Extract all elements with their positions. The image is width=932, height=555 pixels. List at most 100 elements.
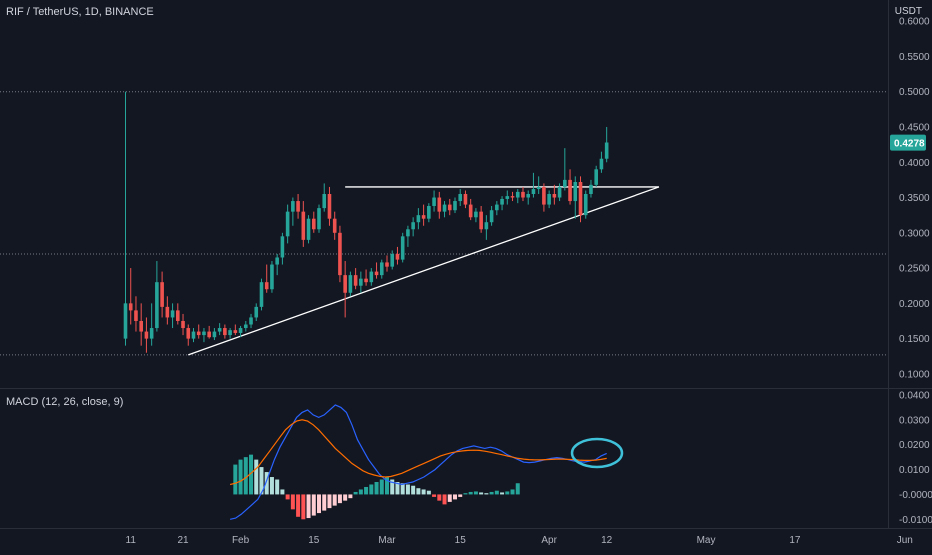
candle-body [322, 194, 327, 209]
candle-body [411, 222, 415, 230]
macd-histogram-bar [489, 491, 494, 495]
price-tick-label: 0.1500 [899, 334, 930, 345]
candle-body [604, 142, 609, 159]
price-tick-label: 0.4000 [899, 158, 930, 169]
candle-body [500, 198, 504, 205]
macd-histogram-bar [437, 494, 442, 501]
candle-body [589, 184, 593, 194]
time-tick-label: Feb [232, 535, 250, 546]
macd-tick-label: 0.0300 [899, 415, 930, 426]
candle-body [578, 182, 583, 216]
macd-tick-label: 0.0400 [899, 390, 930, 401]
candle-body [531, 189, 536, 194]
candle-body [547, 194, 551, 205]
candle-body [170, 310, 175, 318]
candle-body [437, 197, 442, 212]
symbol-title[interactable]: RIF / TetherUS, 1D, BINANCE [6, 6, 154, 18]
price-tick-label: 0.3500 [899, 193, 930, 204]
macd-histogram-bar [296, 494, 301, 517]
candle-body [207, 331, 211, 338]
macd-histogram-bar [249, 454, 254, 495]
macd-histogram-bar [243, 457, 248, 495]
macd-histogram-bar [280, 489, 285, 495]
candle-body [191, 331, 196, 339]
macd-histogram-bar [405, 484, 410, 495]
candle-body [573, 182, 578, 202]
macd-histogram-bar [374, 482, 379, 495]
candle-body [196, 331, 201, 336]
macd-histogram-bar [275, 479, 280, 495]
candle-body [353, 275, 358, 286]
time-tick-label: 11 [126, 535, 137, 546]
macd-histogram-bar [432, 494, 437, 497]
candle-body [557, 186, 562, 198]
macd-histogram-bar [358, 489, 363, 495]
macd-histogram-bar [364, 486, 369, 495]
macd-histogram-bar [337, 494, 342, 504]
last-price-tag [890, 134, 926, 151]
macd-histogram-bar [505, 491, 510, 495]
price-tick-label: 0.5000 [899, 87, 930, 98]
macd-indicator-title[interactable]: MACD (12, 26, close, 9) [6, 396, 124, 408]
highlight-circle[interactable] [570, 437, 624, 469]
candle-body [306, 218, 311, 240]
time-tick-label: Mar [378, 535, 396, 546]
candle-body [463, 194, 468, 205]
candle-body [202, 331, 206, 336]
macd-tick-label: -0.0100 [899, 515, 932, 526]
candle-body [254, 306, 259, 318]
candle-body [338, 232, 342, 276]
macd-histogram-bar [484, 493, 489, 495]
macd-histogram-bar [416, 488, 421, 495]
candle-body [563, 179, 567, 187]
candle-body [568, 179, 572, 202]
time-tick-label: Jun [897, 535, 913, 546]
macd-histogram-bar [463, 493, 468, 495]
candle-body [479, 211, 483, 230]
candle-body [379, 262, 384, 276]
price-tick-label: 0.3000 [899, 228, 930, 239]
candle-body [400, 236, 405, 260]
candle-body [144, 331, 149, 339]
candle-body [489, 210, 494, 223]
price-tick-label: 0.5500 [899, 52, 930, 63]
candle-body [406, 229, 410, 237]
candle-body [474, 211, 478, 218]
price-tick-label: 0.2500 [899, 264, 930, 275]
candle-body [432, 197, 436, 206]
candle-body [280, 236, 285, 258]
candle-body [296, 201, 300, 212]
macd-histogram-bar [390, 479, 395, 495]
macd-histogram-bar [411, 485, 416, 495]
macd-histogram-bar [254, 459, 259, 495]
candle-body [155, 282, 159, 329]
candle-body [442, 204, 447, 212]
candle-body [495, 204, 499, 211]
candle-body [223, 328, 227, 336]
macd-histogram-bar [264, 472, 269, 495]
candle-body [317, 208, 321, 230]
macd-histogram-bar [285, 494, 290, 500]
candle-body [510, 196, 515, 198]
candle-body [139, 320, 143, 332]
candle-body [369, 271, 374, 283]
price-tick-label: 0.6000 [899, 17, 930, 28]
candle-body [238, 328, 243, 333]
macd-histogram-bar [500, 492, 505, 495]
macd-line[interactable] [229, 404, 607, 520]
signal-line[interactable] [229, 419, 607, 486]
macd-histogram-bar [301, 494, 306, 520]
candle-body [416, 215, 421, 223]
candle-body [160, 282, 164, 307]
macd-histogram-bar [317, 494, 322, 514]
macd-histogram-bar [479, 492, 484, 495]
price-tick-label: 0.2000 [899, 299, 930, 310]
candle-body [181, 320, 185, 329]
candle-body [364, 278, 368, 283]
macd-histogram-bar [494, 490, 499, 495]
candle-body [291, 201, 295, 212]
macd-histogram-bar [379, 479, 384, 495]
candle-body [552, 194, 557, 198]
